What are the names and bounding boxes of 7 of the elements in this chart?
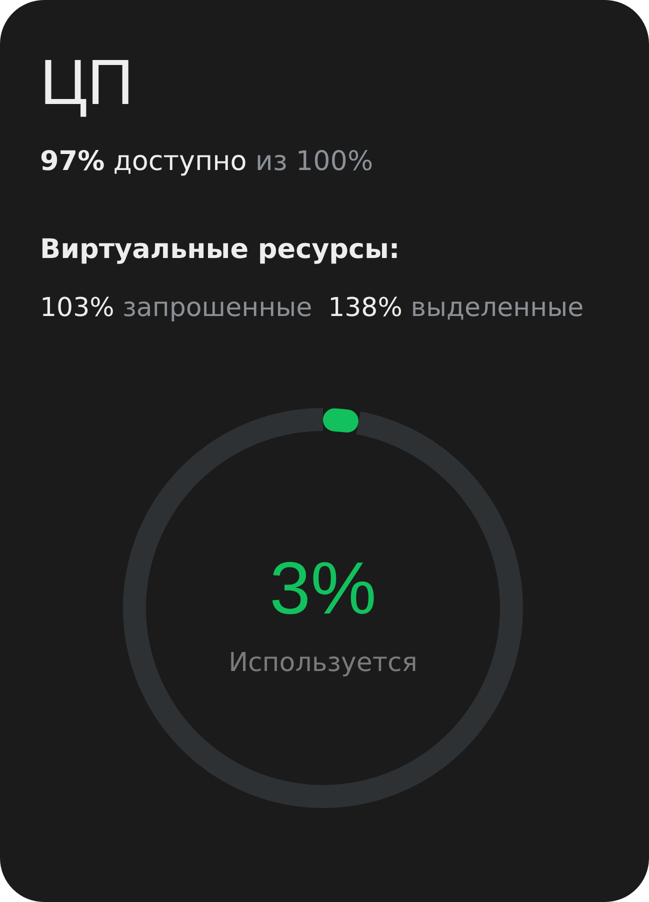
text: 138% выделенные [328, 293, 584, 323]
chart-title: ЦП [40, 46, 134, 118]
chart-subtitle: 97% доступно из 100% [40, 146, 374, 177]
slice-label: Используется [228, 648, 418, 678]
data-label: 3% [270, 546, 376, 630]
text: 103% запрошенные [40, 293, 312, 323]
text: Виртуальные ресурсы: [40, 234, 400, 266]
